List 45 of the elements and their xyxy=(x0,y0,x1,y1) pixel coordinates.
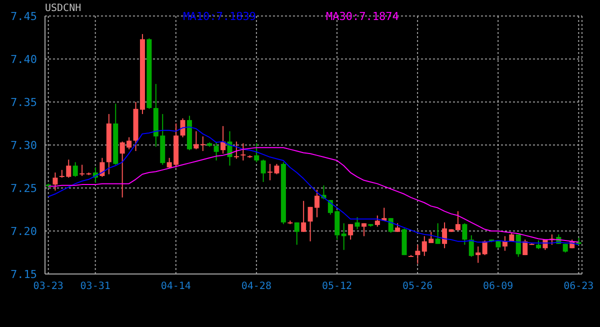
x-tick-label: 03-31 xyxy=(80,281,110,292)
candlestick xyxy=(341,222,346,250)
candlestick xyxy=(72,162,78,178)
y-tick-label: 7.25 xyxy=(10,182,37,195)
chart-title: USDCNH xyxy=(45,3,82,14)
candlestick xyxy=(415,244,420,264)
x-tick-label: 04-28 xyxy=(241,281,272,292)
candlestick xyxy=(180,118,186,138)
y-tick-label: 7.15 xyxy=(10,268,37,281)
candlestick xyxy=(301,200,306,232)
candlestick xyxy=(348,224,354,240)
candlestick xyxy=(354,216,360,230)
x-tick-label: 05-26 xyxy=(402,281,433,292)
candlestick xyxy=(442,222,448,249)
text: MA30:7.1874 xyxy=(326,10,399,23)
y-tick-label: 7.30 xyxy=(10,138,37,152)
candlestick xyxy=(502,236,508,252)
candlestick xyxy=(240,142,246,161)
candlestick xyxy=(254,142,260,163)
candlestick xyxy=(100,157,105,178)
candlestick xyxy=(260,159,266,182)
candlestick xyxy=(388,218,394,234)
candlestick xyxy=(214,142,219,161)
candlestick xyxy=(80,164,85,176)
x-tick-label: 05-12 xyxy=(322,281,352,292)
y-tick-label: 7.20 xyxy=(10,224,37,238)
candlestick xyxy=(435,222,440,244)
x-tick-label: 04-14 xyxy=(160,281,191,292)
candlestick xyxy=(462,222,468,246)
text: MA10:7.1839 xyxy=(183,10,256,23)
candlestick xyxy=(468,234,474,258)
candlestick xyxy=(476,246,481,264)
candlestick xyxy=(374,215,380,228)
x-tick-label: 06-09 xyxy=(483,281,514,292)
candlestick xyxy=(294,222,300,246)
x-tick-label: 06-23 xyxy=(564,281,594,292)
candlestick xyxy=(522,239,528,256)
y-tick-label: 7.45 xyxy=(10,10,37,23)
y-tick-label: 7.40 xyxy=(10,52,37,66)
y-tick-label: 7.35 xyxy=(10,96,37,109)
candlestick xyxy=(194,130,199,150)
candlestick xyxy=(234,141,239,160)
candlestick xyxy=(200,136,206,152)
candlestick xyxy=(52,172,58,192)
x-tick-label: 03-23 xyxy=(33,281,64,292)
